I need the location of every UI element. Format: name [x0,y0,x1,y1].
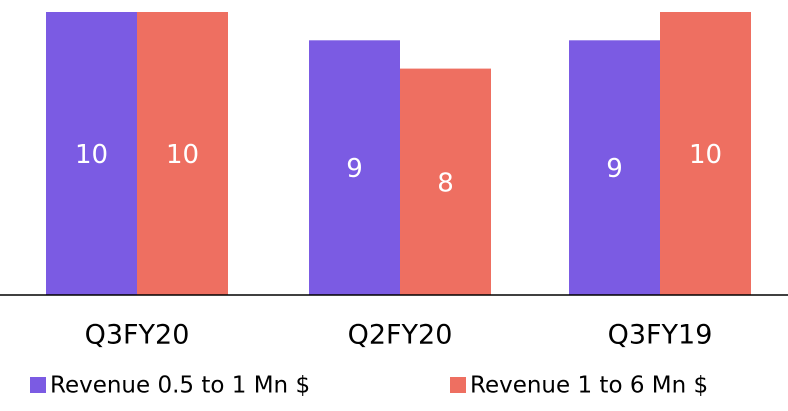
bar [660,12,751,295]
data-label: 9 [606,154,623,184]
data-label: 10 [689,140,722,170]
data-label: 10 [166,140,199,170]
bar [46,12,137,295]
x-tick-label: Q3FY19 [608,320,713,351]
bar [309,40,400,295]
bar [137,12,228,295]
legend-label: Revenue 1 to 6 Mn $ [470,373,708,399]
data-label: 8 [437,168,454,198]
bar [569,40,660,295]
data-label: 9 [346,154,363,184]
legend-swatch [30,377,46,393]
x-tick-label: Q2FY20 [348,320,453,351]
legend-swatch [450,377,466,393]
legend-label: Revenue 0.5 to 1 Mn $ [50,373,310,399]
bar [400,68,491,295]
data-label: 10 [75,140,108,170]
x-tick-label: Q3FY20 [85,320,190,351]
